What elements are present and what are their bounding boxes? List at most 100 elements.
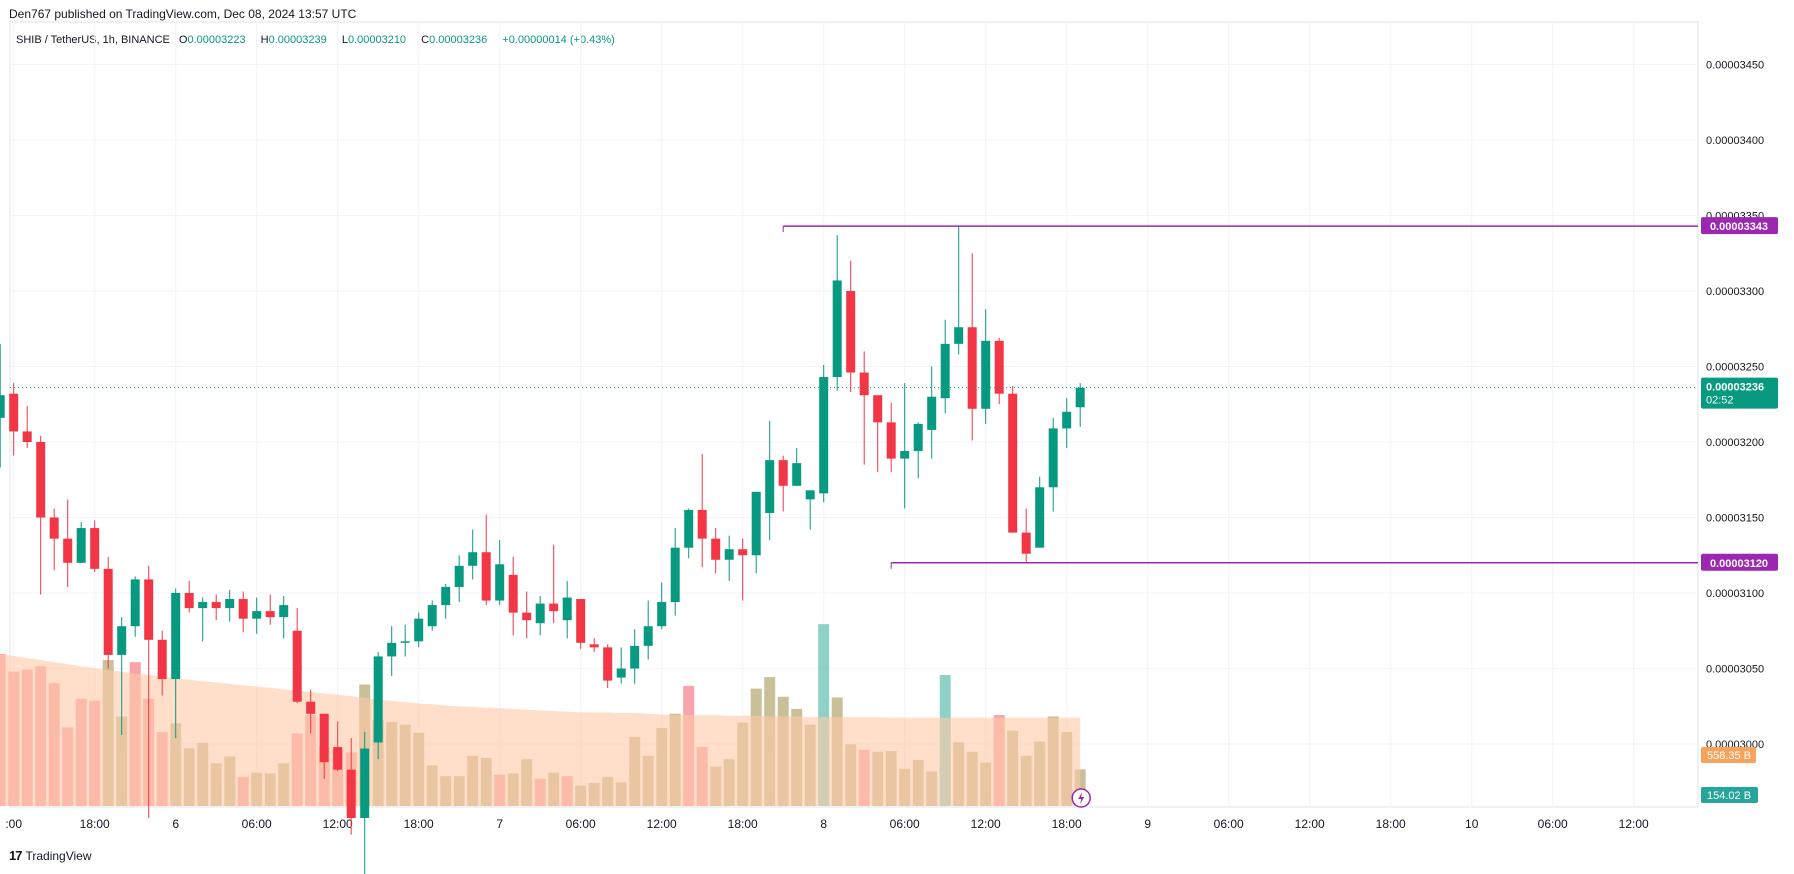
y-tick-label: 0.00003450 [1706, 60, 1764, 72]
candle-body [967, 327, 977, 409]
x-tick-label: 6 [172, 817, 179, 831]
candle-body [886, 422, 896, 459]
candle-body [0, 395, 5, 418]
candle-body [832, 280, 842, 378]
tradingview-logo-icon: 17 [9, 848, 23, 863]
candle-body [778, 460, 788, 486]
candle-body [643, 626, 653, 646]
candle-body [441, 586, 451, 606]
x-tick-label: 06:00 [566, 817, 596, 831]
close-label: C [421, 34, 430, 46]
candle-body [670, 547, 680, 603]
candle-body [117, 626, 127, 655]
y-tick-label: 0.00003100 [1706, 588, 1764, 600]
volume-last-tag [1701, 787, 1758, 803]
candle-body [751, 491, 761, 556]
x-tick-label: 06:00 [242, 817, 272, 831]
candle-body [765, 460, 775, 513]
x-tick-label: 18:00 [728, 817, 758, 831]
volume-bar [818, 624, 830, 806]
open-label: O [178, 34, 188, 46]
x-tick-label: 12:00 [323, 817, 353, 831]
x-tick-label: 10 [1465, 817, 1479, 831]
candle-body [198, 602, 208, 609]
candle-body [306, 701, 316, 714]
y-tick-label: 0.00003300 [1706, 286, 1764, 298]
candle-body [360, 748, 370, 818]
candle-body [22, 431, 32, 442]
candle-body [63, 538, 73, 563]
y-tick-label: 0.00003050 [1706, 664, 1764, 676]
candle-body [805, 490, 815, 500]
candle-body [913, 423, 923, 452]
y-tick-label: 0.00003250 [1706, 362, 1764, 374]
last-price-tag [1701, 377, 1778, 409]
low-label: L [341, 34, 348, 46]
candle-body [846, 291, 856, 373]
candle-body [373, 656, 383, 743]
candle-body [954, 327, 964, 344]
level-price-tag [1701, 217, 1778, 235]
candle-body [292, 630, 302, 702]
candle-body [468, 552, 478, 566]
open-value: 0.00003223 [187, 34, 246, 46]
candle-body [36, 442, 46, 518]
candle-body [819, 377, 829, 494]
candle-body [603, 647, 613, 681]
last-price-label: 0.00003236 [1706, 382, 1764, 394]
volume-ma-tag [1701, 747, 1756, 763]
candle-body [1008, 393, 1018, 533]
candle-body [130, 579, 140, 627]
x-tick-label: 12:00 [1295, 817, 1325, 831]
candle-body [184, 593, 194, 609]
volume-ma-label: 558.35 B [1707, 750, 1751, 762]
candle-body [859, 372, 869, 396]
candle-body [630, 645, 640, 669]
candle-body [76, 528, 86, 563]
candle-body [495, 564, 505, 601]
change-value: +0.00000014 (+0.43%) [502, 34, 615, 46]
candle-body [616, 668, 626, 678]
candle-body [684, 509, 694, 548]
candle-body [522, 612, 532, 621]
candle-body [265, 611, 275, 618]
countdown-label: 02:52 [1706, 395, 1734, 407]
candle-body [940, 343, 950, 399]
candle-body [387, 642, 397, 657]
candle-body [211, 602, 221, 609]
candle-body [9, 393, 19, 432]
x-tick-label: 9 [1144, 817, 1151, 831]
candle-body [49, 517, 59, 539]
x-tick-label: 18:00 [1052, 817, 1082, 831]
candle-body [724, 549, 734, 560]
candle-body [414, 618, 424, 642]
candle-body [454, 565, 464, 587]
candle-body [279, 605, 289, 618]
volume-ma-area [0, 654, 1081, 806]
candle-body [981, 340, 991, 409]
candle-body [994, 340, 1004, 394]
candle-body [697, 509, 707, 539]
candle-body [103, 568, 113, 655]
candle-body [1048, 428, 1058, 488]
x-tick-label: 06:00 [1538, 817, 1568, 831]
y-tick-label: 0.00003150 [1706, 513, 1764, 525]
x-tick-label: :00 [5, 817, 22, 831]
level-price-label: 0.00003120 [1710, 558, 1768, 570]
footer-brand[interactable]: 17 TradingView [9, 848, 92, 863]
high-label: H [260, 34, 269, 46]
symbol-label[interactable]: SHIB / TetherUS, 1h, BINANCE [16, 34, 170, 46]
publisher-caption: Den767 published on TradingView.com, Dec… [9, 7, 357, 21]
candle-body [711, 538, 721, 560]
candle-body [481, 552, 491, 601]
x-tick-label: 12:00 [647, 817, 677, 831]
candle-body [400, 641, 410, 643]
candle-body [1021, 532, 1031, 554]
candle-body [589, 644, 599, 648]
candle-body [562, 597, 572, 621]
brand-label: TradingView [25, 848, 92, 863]
candle-body [238, 599, 248, 619]
volume-last-label: 154.02 B [1707, 790, 1751, 802]
x-tick-label: 12:00 [1619, 817, 1649, 831]
